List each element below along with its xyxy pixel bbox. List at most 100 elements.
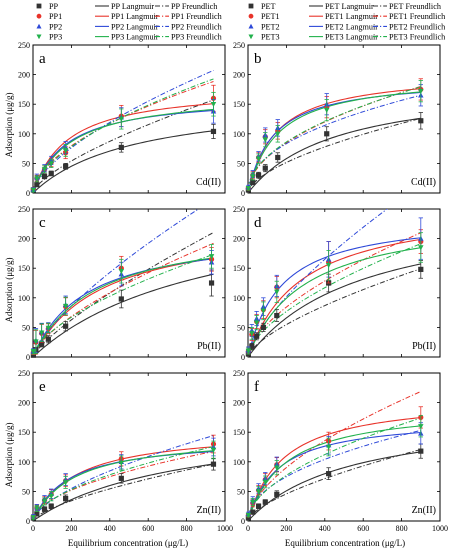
legend-label: PP1 Langmuir	[111, 12, 159, 21]
x-tick-label: 600	[357, 524, 369, 533]
x-tick-label: 0	[246, 524, 250, 533]
legend-label: PET1 Langmuir	[325, 12, 378, 21]
data-point-pp	[34, 182, 40, 188]
data-point-pp	[48, 503, 54, 509]
data-point-pet3	[274, 465, 280, 471]
freundlich-curve-pet2	[248, 94, 421, 190]
panel-letter: b	[254, 51, 262, 67]
data-point-pp3	[210, 101, 217, 108]
legend-marker-pet	[248, 3, 254, 9]
data-point-pet3	[249, 331, 255, 337]
legend-label: PET Langmuir	[325, 2, 374, 11]
y-tick-label: 250	[18, 369, 30, 378]
data-point-pp3	[41, 167, 48, 173]
data-point-pp3	[33, 339, 39, 345]
legend-label: PET	[261, 2, 276, 11]
y-tick-label: 150	[18, 428, 30, 437]
data-point-pet3	[275, 131, 281, 137]
plot-frame	[32, 208, 226, 358]
langmuir-curve-pet2	[248, 237, 421, 357]
langmuir-curve-pet3	[248, 91, 421, 193]
freundlich-curve-pet3	[248, 86, 421, 191]
data-point-pp3	[62, 480, 69, 486]
legend-label: PP1 Freundlich	[171, 12, 222, 21]
legend-label: PET3 Freundlich	[389, 33, 445, 42]
legend-marker-pet2	[248, 23, 254, 29]
freundlich-curve-pp1	[33, 81, 214, 192]
y-tick-label: 250	[233, 369, 245, 378]
data-point-pp3	[41, 499, 48, 505]
y-tick-label: 200	[233, 399, 245, 408]
panel-letter: e	[39, 379, 46, 395]
data-point-pet	[255, 172, 262, 178]
y-tick-label: 250	[18, 205, 30, 214]
y-tick-label: 250	[18, 41, 30, 50]
fit-curves	[33, 209, 214, 357]
langmuir-curve-pp2	[33, 109, 214, 193]
y-tick-label: 0	[241, 353, 245, 362]
langmuir-curve-pp1	[33, 257, 214, 357]
legend-left: PP PP Langmuir PP Freundlich PP1 PP1 Langmui…	[36, 2, 222, 42]
y-tick-label: 50	[237, 159, 245, 168]
data-point-pet3	[250, 499, 256, 505]
panel-e: 0 200 400 600 800 1000 0 50 100 150 200 250 e Zn(II)	[18, 369, 233, 533]
y-tick-label: 200	[18, 71, 30, 80]
data-point-pet	[274, 491, 280, 497]
panel-metal-label: Cd(II)	[196, 177, 221, 188]
data-point-pp	[45, 336, 51, 342]
legend-label: PET2 Freundlich	[389, 22, 445, 31]
y-tick-label: 200	[18, 235, 30, 244]
legend-label: PET3	[261, 33, 280, 42]
plot-frame	[247, 44, 441, 194]
legend-label: PP3 Langmuir	[111, 33, 159, 42]
freundlich-curve-pet	[248, 117, 421, 193]
y-tick-label: 100	[18, 294, 30, 303]
y-tick-label: 200	[233, 71, 245, 80]
y-tick-label: 200	[233, 235, 245, 244]
data-point-pet3	[245, 512, 252, 518]
legend-label: PET2 Langmuir	[325, 22, 378, 31]
data-point-pp	[118, 296, 124, 302]
y-tick-label: 0	[26, 189, 30, 198]
x-tick-label: 400	[104, 524, 116, 533]
legend-label: PET2	[261, 22, 280, 31]
data-point-pp3	[45, 325, 52, 331]
y-tick-label: 150	[233, 264, 245, 273]
legend-label: PP Freundlich	[171, 2, 217, 11]
y-tick-label: 50	[22, 159, 30, 168]
langmuir-curve-pp	[33, 463, 214, 521]
data-point-pp3	[118, 116, 125, 122]
y-axis-label-top: Adsorption (μg/g)	[4, 92, 14, 157]
x-tick-label: 800	[396, 524, 408, 533]
data-point-pp3	[38, 330, 45, 336]
legend-label: PP2 Freundlich	[171, 22, 222, 31]
freundlich-curve-pp1	[33, 242, 214, 357]
data-point-pp	[210, 461, 217, 467]
legend-marker-pp	[36, 3, 42, 9]
data-point-pp3	[34, 176, 40, 182]
data-point-pp	[118, 144, 124, 151]
langmuir-curve-pet2	[248, 91, 421, 193]
data-point-pet	[245, 515, 251, 521]
fit-curves	[248, 209, 422, 357]
langmuir-curve-pp3	[33, 108, 214, 193]
langmuir-curve-pp3	[33, 450, 214, 521]
data-point-pet	[255, 503, 262, 509]
legend-label: PP3 Freundlich	[171, 33, 222, 42]
data-point-pp3	[30, 515, 37, 521]
data-point-pp	[63, 163, 69, 169]
langmuir-curve-pet	[248, 263, 421, 357]
y-tick-label: 200	[18, 399, 30, 408]
freundlich-curve-pet3	[248, 417, 421, 520]
y-tick-label: 100	[233, 294, 245, 303]
data-point-pet3	[274, 289, 280, 295]
data-point-pp3	[48, 493, 54, 499]
y-tick-label: 250	[233, 41, 245, 50]
data-point-pet	[418, 448, 424, 454]
x-tick-label: 0	[31, 524, 35, 533]
panel-a: 0 50 100 150 200 250 a Cd(II)	[18, 41, 226, 198]
data-point-pet	[250, 179, 256, 185]
y-tick-label: 0	[241, 517, 245, 526]
legend-label: PP2 Langmuir	[111, 22, 159, 31]
legend-marker-pet1	[248, 13, 254, 19]
